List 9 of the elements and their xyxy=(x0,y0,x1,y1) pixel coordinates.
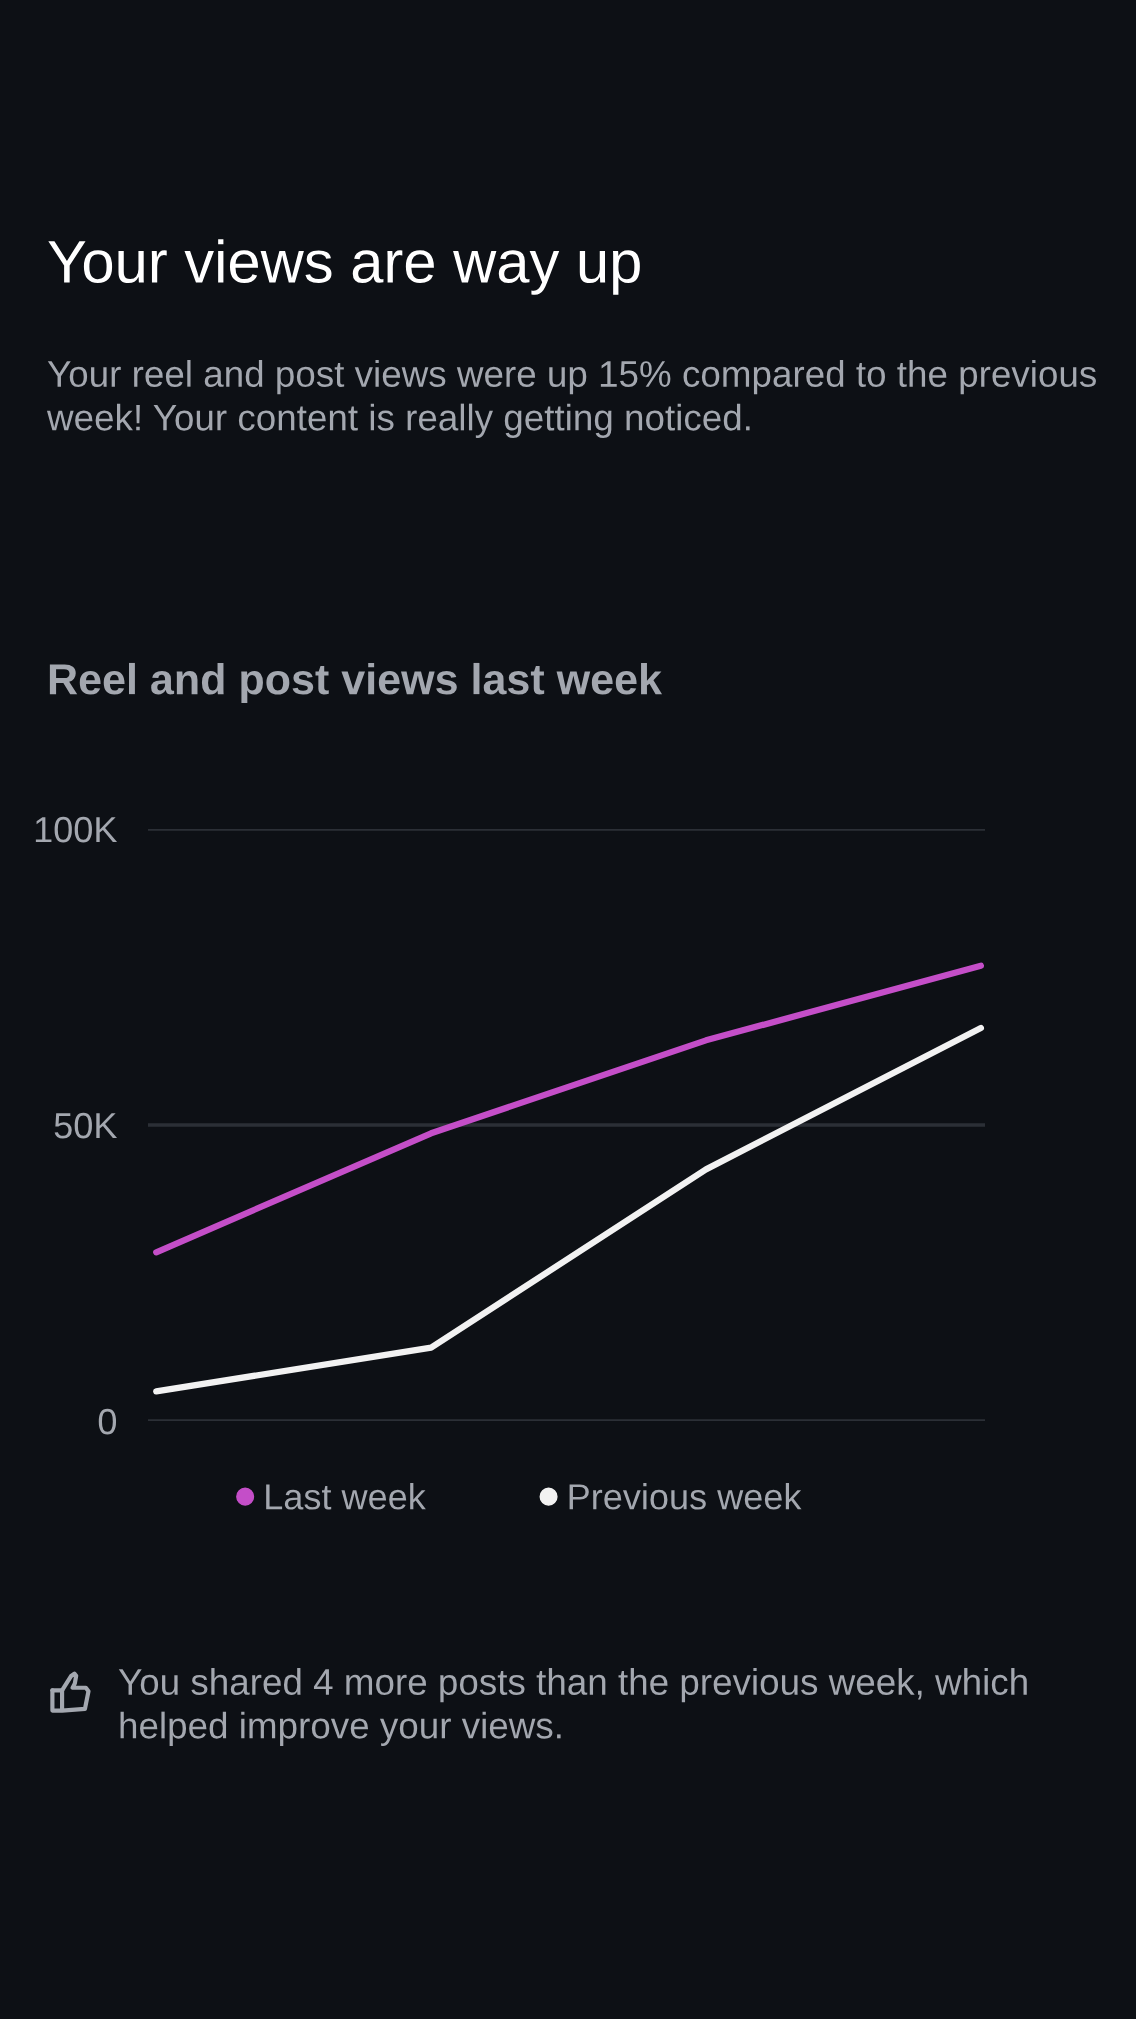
y-tick-label: 100K xyxy=(35,816,118,843)
chart-title: Reel and post views last week xyxy=(49,662,663,704)
legend-label: Previous week xyxy=(569,1483,802,1510)
text: Your reel and post views were up 15% compared to the previous week! Your content is really getting noticed. xyxy=(46,360,1096,438)
text: You shared 4 more posts than the previous week, which helped improve your views. xyxy=(118,1668,1027,1746)
y-tick-label: 0 xyxy=(98,1408,117,1435)
y-tick-label: 50K xyxy=(54,1112,118,1139)
legend-label: Last week xyxy=(266,1483,426,1510)
text: Your views are way up xyxy=(48,239,640,295)
